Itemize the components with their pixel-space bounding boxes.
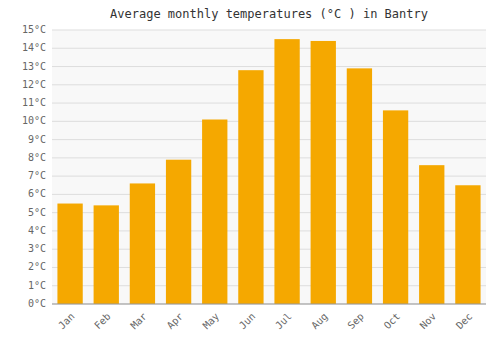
chart-container: 0°C 1°C 2°C 3°C 4°C 5°C 6°C 7°C 8°C 9°C 10°C 11°C 12… xyxy=(0,0,500,350)
y-tick-label: 8°C xyxy=(28,152,46,163)
bar xyxy=(57,204,82,304)
y-tick-label: 0°C xyxy=(28,298,46,309)
bar xyxy=(311,41,336,304)
y-tick-label: 1°C xyxy=(28,280,46,291)
bar xyxy=(238,70,263,304)
grid-line xyxy=(52,139,486,140)
y-tick-label: 6°C xyxy=(28,188,46,199)
title: Average monthly temperatures (°C ) in Ba… xyxy=(110,7,428,21)
x-tick-label: Sep xyxy=(345,311,366,332)
grid-line xyxy=(52,157,486,158)
y-tick-label: 10°C xyxy=(22,115,46,126)
x-tick-label: Apr xyxy=(165,311,186,332)
x-tick-label: May xyxy=(201,311,222,332)
x-tick-label: Jun xyxy=(237,311,258,332)
bars xyxy=(57,39,480,304)
bar xyxy=(130,183,155,304)
bar xyxy=(455,185,480,304)
x-tick-label: Jul xyxy=(273,311,294,332)
y-tick-label: 7°C xyxy=(28,170,46,181)
x-tick-label: Feb xyxy=(92,311,113,332)
grid-line xyxy=(52,48,486,49)
grid-line xyxy=(52,66,486,67)
plot-background xyxy=(52,30,486,304)
x-tick-label: Aug xyxy=(309,311,330,332)
bar xyxy=(274,39,299,304)
y-tick-label: 5°C xyxy=(28,207,46,218)
bar xyxy=(202,120,227,304)
y-tick-label: 4°C xyxy=(28,225,46,236)
bar xyxy=(166,160,191,304)
bar xyxy=(419,165,444,304)
grid-line xyxy=(52,121,486,122)
y-tick-label: 13°C xyxy=(22,61,46,72)
grid-line xyxy=(52,304,486,305)
grid-line xyxy=(52,84,486,85)
y-tick-label: 15°C xyxy=(22,24,46,35)
y-tick-label: 2°C xyxy=(28,261,46,272)
bar xyxy=(383,110,408,304)
x-tick-label: Jan xyxy=(56,311,77,332)
bar xyxy=(347,68,372,304)
y-tick-label: 11°C xyxy=(22,97,46,108)
grid-line xyxy=(52,103,486,104)
chart: 0°C 1°C 2°C 3°C 4°C 5°C 6°C 7°C 8°C 9°C 10°C 11°C 12… xyxy=(0,0,500,350)
y-tick-label: 12°C xyxy=(22,79,46,90)
y-tick-label: 3°C xyxy=(28,243,46,254)
x-tick-label: Oct xyxy=(382,311,403,332)
y-tick-label: 9°C xyxy=(28,134,46,145)
x-tick-label: Dec xyxy=(454,311,475,332)
grid-line xyxy=(52,30,486,31)
x-tick-label: Mar xyxy=(128,311,149,332)
x-axis-line xyxy=(52,304,486,305)
bar xyxy=(94,205,119,304)
y-tick-label: 14°C xyxy=(22,42,46,53)
x-tick-label: Nov xyxy=(418,311,439,332)
